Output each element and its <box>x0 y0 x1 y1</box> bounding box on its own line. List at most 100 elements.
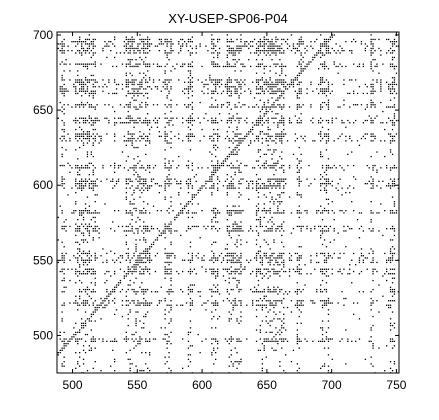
recurrence-point <box>372 300 373 301</box>
recurrence-point <box>145 316 146 317</box>
recurrence-point <box>64 113 65 114</box>
recurrence-point <box>328 338 329 339</box>
recurrence-point <box>233 185 234 186</box>
recurrence-point <box>137 255 138 256</box>
recurrence-point <box>238 280 239 281</box>
recurrence-point <box>334 140 335 141</box>
recurrence-point <box>372 343 373 344</box>
recurrence-point <box>328 122 329 123</box>
recurrence-point <box>231 237 232 238</box>
recurrence-point <box>170 269 171 270</box>
recurrence-point <box>266 273 267 274</box>
recurrence-point <box>137 118 138 119</box>
recurrence-point <box>147 82 148 83</box>
recurrence-point <box>81 190 82 191</box>
recurrence-point <box>58 48 59 49</box>
recurrence-point <box>207 226 208 227</box>
recurrence-point <box>209 179 210 180</box>
recurrence-point <box>149 230 150 231</box>
recurrence-point <box>133 50 134 51</box>
recurrence-point <box>213 106 214 107</box>
recurrence-point <box>91 341 92 342</box>
recurrence-point <box>89 320 90 321</box>
recurrence-point <box>238 165 239 166</box>
recurrence-point <box>357 219 358 220</box>
recurrence-point <box>58 352 59 353</box>
recurrence-point <box>133 66 134 67</box>
recurrence-point <box>388 273 389 274</box>
recurrence-point <box>170 221 171 222</box>
recurrence-point <box>283 314 284 315</box>
recurrence-point <box>64 43 65 44</box>
recurrence-point <box>139 88 140 89</box>
recurrence-point <box>178 192 179 193</box>
recurrence-point <box>262 106 263 107</box>
recurrence-point <box>155 291 156 292</box>
recurrence-point <box>229 226 230 227</box>
recurrence-point <box>75 64 76 65</box>
recurrence-point <box>266 316 267 317</box>
recurrence-point <box>372 46 373 47</box>
recurrence-point <box>83 64 84 65</box>
recurrence-point <box>258 82 259 83</box>
recurrence-point <box>81 52 82 53</box>
recurrence-point <box>200 102 201 103</box>
recurrence-point <box>180 235 181 236</box>
recurrence-point <box>182 46 183 47</box>
recurrence-point <box>318 226 319 227</box>
recurrence-point <box>271 86 272 87</box>
recurrence-point <box>231 253 232 254</box>
recurrence-point <box>283 230 284 231</box>
recurrence-point <box>371 298 372 299</box>
recurrence-point <box>190 104 191 105</box>
recurrence-point <box>64 124 65 125</box>
recurrence-point <box>293 82 294 83</box>
recurrence-point <box>229 154 230 155</box>
recurrence-point <box>168 82 169 83</box>
recurrence-point <box>345 127 346 128</box>
recurrence-point <box>120 122 121 123</box>
recurrence-point <box>190 115 191 116</box>
recurrence-point <box>211 343 212 344</box>
recurrence-point <box>215 275 216 276</box>
recurrence-point <box>83 327 84 328</box>
recurrence-point <box>135 246 136 247</box>
recurrence-point <box>95 361 96 362</box>
recurrence-point <box>201 185 202 186</box>
recurrence-point <box>258 120 259 121</box>
recurrence-point <box>308 64 309 65</box>
recurrence-point <box>73 120 74 121</box>
recurrence-point <box>271 185 272 186</box>
recurrence-point <box>170 50 171 51</box>
recurrence-point <box>326 190 327 191</box>
recurrence-point <box>137 138 138 139</box>
recurrence-point <box>357 302 358 303</box>
recurrence-point <box>108 82 109 83</box>
recurrence-point <box>225 338 226 339</box>
recurrence-point <box>167 39 168 40</box>
recurrence-point <box>236 246 237 247</box>
recurrence-point <box>283 264 284 265</box>
recurrence-point <box>270 192 271 193</box>
recurrence-point <box>231 262 232 263</box>
recurrence-point <box>165 136 166 137</box>
recurrence-point <box>297 120 298 121</box>
recurrence-point <box>75 79 76 80</box>
recurrence-point <box>308 165 309 166</box>
recurrence-point <box>233 183 234 184</box>
recurrence-point <box>320 118 321 119</box>
recurrence-point <box>132 145 133 146</box>
recurrence-point <box>372 280 373 281</box>
recurrence-point <box>205 338 206 339</box>
recurrence-point <box>168 341 169 342</box>
recurrence-point <box>266 167 267 168</box>
recurrence-point <box>349 264 350 265</box>
recurrence-point <box>91 75 92 76</box>
recurrence-point <box>314 55 315 56</box>
recurrence-point <box>242 179 243 180</box>
recurrence-point <box>89 230 90 231</box>
recurrence-point <box>85 120 86 121</box>
recurrence-point <box>231 93 232 94</box>
recurrence-point <box>79 357 80 358</box>
recurrence-point <box>139 273 140 274</box>
